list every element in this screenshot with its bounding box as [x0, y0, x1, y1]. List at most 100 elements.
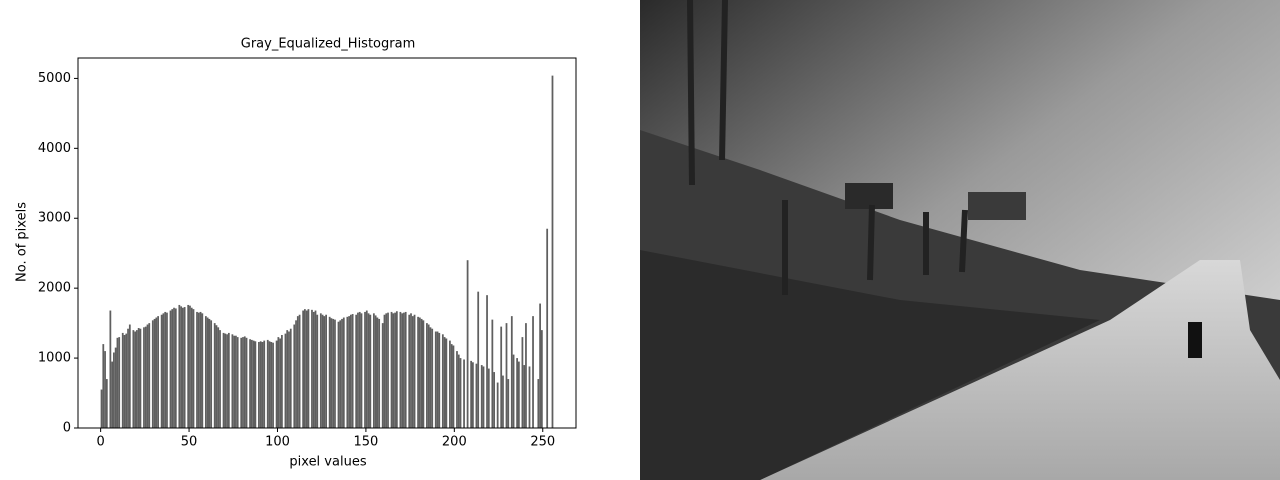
- bar: [121, 332, 124, 428]
- bar: [143, 327, 145, 428]
- bar: [206, 317, 209, 428]
- bar: [365, 310, 368, 428]
- bar: [240, 337, 243, 428]
- x-tick-label: 0: [96, 435, 104, 450]
- bar: [215, 325, 218, 428]
- bar: [472, 362, 474, 428]
- bar: [351, 314, 354, 428]
- y-tick-label: 3000: [38, 211, 71, 226]
- bar: [452, 345, 455, 428]
- bar: [174, 308, 177, 428]
- bar: [408, 314, 411, 428]
- bar: [387, 312, 389, 428]
- bar: [507, 379, 510, 428]
- bar: [139, 328, 142, 428]
- bar: [383, 314, 386, 428]
- bar: [323, 316, 326, 428]
- y-tick-label: 1000: [38, 351, 71, 366]
- bar: [197, 312, 200, 428]
- bar: [277, 337, 280, 428]
- bar: [279, 338, 282, 428]
- bar: [245, 337, 248, 428]
- bar: [369, 314, 372, 428]
- bar: [258, 342, 260, 428]
- bar: [528, 366, 531, 428]
- bar: [222, 332, 225, 428]
- bar: [314, 310, 317, 428]
- bar: [204, 316, 207, 428]
- bar: [422, 320, 425, 428]
- bar: [102, 344, 105, 428]
- bar: [173, 307, 175, 428]
- bar: [293, 324, 296, 428]
- bar: [208, 318, 211, 428]
- bar: [189, 305, 191, 428]
- bar: [346, 316, 349, 428]
- bar: [450, 344, 453, 428]
- bar: [132, 330, 135, 428]
- bar: [438, 332, 441, 428]
- bar: [227, 332, 230, 428]
- bar: [236, 337, 239, 428]
- bar: [146, 324, 149, 428]
- bar: [342, 317, 345, 428]
- bar: [539, 303, 541, 428]
- photo: [640, 0, 1280, 480]
- bar: [523, 365, 526, 428]
- bar: [125, 333, 128, 428]
- bar: [434, 331, 437, 428]
- bar: [252, 340, 255, 428]
- bar: [289, 328, 292, 428]
- bar: [441, 334, 444, 428]
- bar: [201, 313, 204, 428]
- bar: [111, 361, 114, 428]
- bar: [517, 361, 520, 428]
- y-tick-label: 2000: [38, 281, 71, 296]
- bar: [480, 365, 483, 428]
- bar: [266, 339, 269, 428]
- bar: [367, 313, 370, 428]
- bar: [213, 323, 216, 428]
- bar: [134, 331, 137, 428]
- bar: [330, 318, 333, 428]
- bar: [254, 341, 257, 428]
- bar: [109, 310, 112, 428]
- bar: [502, 375, 504, 428]
- bar: [312, 311, 315, 428]
- bar: [496, 382, 499, 428]
- bar: [162, 313, 165, 428]
- bar: [443, 337, 446, 428]
- bar: [364, 311, 366, 428]
- bar: [385, 313, 388, 428]
- bar: [316, 314, 319, 428]
- bar: [281, 335, 283, 428]
- x-axis-label: pixel values: [289, 455, 366, 470]
- bar: [231, 334, 234, 428]
- bar: [180, 306, 182, 428]
- bar: [196, 311, 198, 428]
- bar: [358, 311, 361, 428]
- bar: [311, 309, 313, 428]
- bar: [319, 313, 322, 428]
- bar: [427, 324, 430, 428]
- bar: [337, 321, 340, 428]
- bar: [399, 311, 402, 428]
- bar: [431, 328, 434, 428]
- bar: [463, 359, 465, 428]
- bar: [295, 320, 297, 428]
- bar: [404, 311, 407, 428]
- bar: [381, 323, 384, 428]
- bar: [296, 316, 299, 428]
- bar: [219, 330, 221, 428]
- x-tick-label: 200: [442, 435, 467, 450]
- bar: [226, 334, 228, 428]
- bar: [403, 312, 405, 428]
- bar: [374, 315, 377, 428]
- bar: [275, 340, 278, 428]
- bar: [199, 311, 202, 428]
- bar: [153, 318, 156, 428]
- bar: [510, 316, 513, 428]
- bar: [166, 312, 168, 428]
- bar: [516, 358, 518, 428]
